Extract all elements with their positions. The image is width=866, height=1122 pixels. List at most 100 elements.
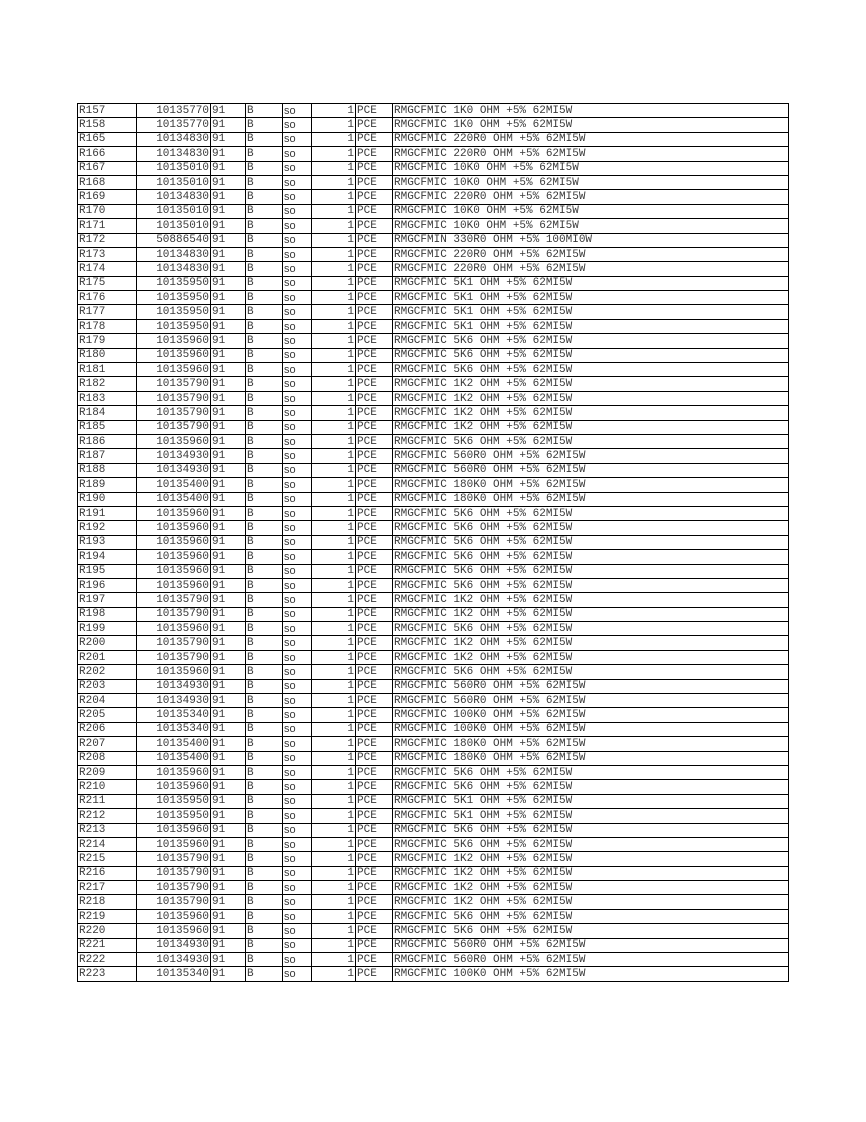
cell-ref-designator: R220 (77, 923, 137, 939)
cell-unit: PCE (355, 102, 393, 119)
cell-type: so (282, 462, 312, 479)
cell-part-number: 10135950 (136, 275, 211, 292)
cell-grade: B (245, 505, 283, 522)
cell-code: 91 (210, 822, 246, 838)
cell-code: 91 (210, 448, 246, 464)
cell-grade: B (245, 462, 283, 479)
cell-quantity: 1 (311, 865, 356, 882)
cell-type: so (282, 908, 312, 925)
cell-ref-designator: R185 (77, 419, 137, 435)
cell-quantity: 1 (311, 592, 356, 608)
cell-ref-designator: R168 (77, 174, 137, 191)
cell-part-number: 10134930 (136, 952, 211, 968)
cell-code: 91 (210, 505, 246, 522)
cell-ref-designator: R171 (77, 218, 137, 234)
cell-unit: PCE (355, 218, 393, 234)
cell-grade: B (245, 563, 283, 579)
cell-ref-designator: R175 (77, 275, 137, 292)
cell-type: so (282, 362, 312, 378)
cell-type: so (282, 290, 312, 306)
cell-unit: PCE (355, 664, 393, 680)
cell-ref-designator: R180 (77, 347, 137, 364)
cell-unit: PCE (355, 577, 393, 594)
cell-unit: PCE (355, 606, 393, 623)
cell-unit: PCE (355, 736, 393, 752)
cell-part-number: 10135400 (136, 750, 211, 766)
cell-part-number: 10134930 (136, 462, 211, 479)
cell-part-number: 10135400 (136, 491, 211, 507)
cell-quantity: 1 (311, 131, 356, 148)
cell-unit: PCE (355, 448, 393, 464)
cell-grade: B (245, 549, 283, 565)
cell-description: RMGCFMIC 1K2 OHM +5% 62MI5W (392, 390, 789, 407)
cell-unit: PCE (355, 880, 393, 896)
cell-description: RMGCFMIC 5K6 OHM +5% 62MI5W (392, 333, 789, 349)
cell-description: RMGCFMIC 1K2 OHM +5% 62MI5W (392, 592, 789, 608)
cell-type: so (282, 491, 312, 507)
cell-quantity: 1 (311, 779, 356, 795)
cell-description: RMGCFMIC 5K6 OHM +5% 62MI5W (392, 577, 789, 594)
cell-type: so (282, 894, 312, 910)
cell-description: RMGCFMIC 180K0 OHM +5% 62MI5W (392, 736, 789, 752)
cell-quantity: 1 (311, 304, 356, 320)
cell-quantity: 1 (311, 793, 356, 810)
cell-unit: PCE (355, 174, 393, 191)
cell-code: 91 (210, 318, 246, 335)
cell-type: so (282, 347, 312, 364)
cell-unit: PCE (355, 318, 393, 335)
cell-code: 91 (210, 649, 246, 666)
cell-type: so (282, 836, 312, 853)
cell-ref-designator: R207 (77, 736, 137, 752)
cell-type: so (282, 174, 312, 191)
cell-quantity: 1 (311, 146, 356, 162)
cell-part-number: 10135960 (136, 621, 211, 637)
cell-code: 91 (210, 433, 246, 450)
cell-unit: PCE (355, 966, 393, 982)
cell-type: so (282, 318, 312, 335)
cell-quantity: 1 (311, 721, 356, 738)
cell-description: RMGCFMIC 1K2 OHM +5% 62MI5W (392, 649, 789, 666)
cell-code: 91 (210, 937, 246, 954)
cell-unit: PCE (355, 764, 393, 781)
cell-code: 91 (210, 549, 246, 565)
cell-description: RMGCFMIC 220R0 OHM +5% 62MI5W (392, 261, 789, 277)
cell-part-number: 10135960 (136, 549, 211, 565)
cell-quantity: 1 (311, 808, 356, 824)
cell-code: 91 (210, 563, 246, 579)
cell-description: RMGCFMIC 1K2 OHM +5% 62MI5W (392, 880, 789, 896)
cell-quantity: 1 (311, 232, 356, 248)
cell-part-number: 10135950 (136, 290, 211, 306)
cell-type: so (282, 477, 312, 493)
cell-part-number: 10135960 (136, 779, 211, 795)
cell-ref-designator: R186 (77, 433, 137, 450)
cell-grade: B (245, 102, 283, 119)
cell-description: RMGCFMIC 5K6 OHM +5% 62MI5W (392, 664, 789, 680)
cell-unit: PCE (355, 779, 393, 795)
cell-code: 91 (210, 577, 246, 594)
cell-quantity: 1 (311, 376, 356, 392)
cell-code: 91 (210, 117, 246, 133)
cell-unit: PCE (355, 232, 393, 248)
cell-part-number: 10135790 (136, 851, 211, 867)
cell-ref-designator: R170 (77, 203, 137, 220)
cell-grade: B (245, 433, 283, 450)
cell-part-number: 10135790 (136, 635, 211, 651)
cell-description: RMGCFMIC 5K6 OHM +5% 62MI5W (392, 563, 789, 579)
cell-part-number: 10135790 (136, 419, 211, 435)
cell-part-number: 10135340 (136, 707, 211, 723)
cell-description: RMGCFMIN 330R0 OHM +5% 100MI0W (392, 232, 789, 248)
cell-description: RMGCFMIC 1K0 OHM +5% 62MI5W (392, 102, 789, 119)
cell-unit: PCE (355, 750, 393, 766)
